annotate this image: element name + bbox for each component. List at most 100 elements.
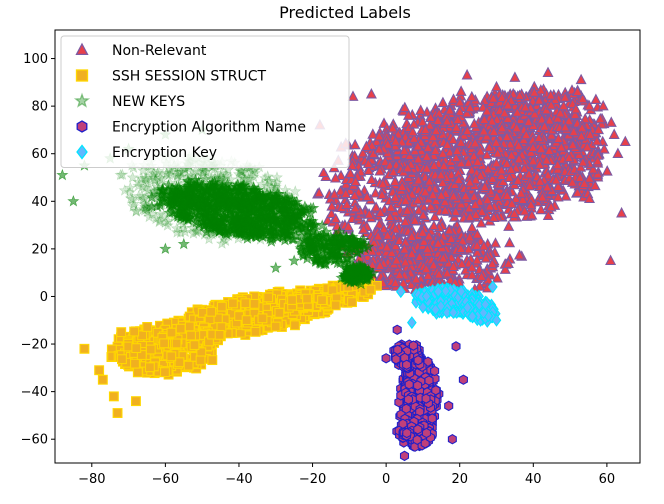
data-point	[166, 351, 177, 362]
data-point	[455, 85, 467, 96]
data-point	[67, 194, 80, 207]
data-point	[365, 284, 376, 295]
data-point	[257, 313, 268, 324]
data-point	[174, 357, 185, 368]
data-point	[517, 193, 529, 205]
data-point	[575, 73, 587, 85]
data-point	[506, 197, 518, 209]
data-point	[571, 186, 584, 198]
data-point	[175, 323, 186, 334]
data-point	[583, 192, 596, 204]
data-point	[216, 301, 227, 312]
data-point	[583, 172, 596, 183]
data-point	[274, 307, 285, 318]
data-point	[461, 68, 473, 80]
data-point	[347, 297, 357, 308]
data-point	[327, 285, 338, 296]
data-point	[142, 321, 153, 332]
data-point	[97, 374, 108, 385]
data-point	[129, 326, 140, 337]
data-point	[270, 321, 281, 332]
data-point	[263, 292, 274, 303]
data-point	[365, 88, 377, 99]
data-point	[160, 367, 170, 378]
data-point	[447, 133, 459, 145]
data-point	[195, 355, 206, 366]
data-point	[159, 338, 170, 349]
data-point	[601, 165, 613, 176]
data-point	[523, 168, 535, 179]
data-point	[94, 365, 105, 376]
data-point	[510, 192, 522, 204]
data-point	[486, 172, 499, 183]
data-point	[482, 163, 494, 174]
data-point	[288, 254, 301, 266]
data-point	[454, 96, 466, 107]
data-point	[575, 161, 587, 172]
data-point	[495, 169, 507, 181]
data-point	[108, 391, 119, 402]
data-point	[302, 293, 312, 304]
data-point	[145, 344, 156, 355]
data-point	[490, 80, 503, 92]
data-point	[186, 330, 196, 341]
data-point	[592, 155, 604, 166]
data-point	[524, 179, 536, 191]
data-point	[447, 93, 460, 104]
data-point	[512, 174, 524, 185]
data-point	[542, 66, 554, 78]
data-point	[574, 171, 586, 183]
data-point	[408, 118, 420, 129]
data-point	[552, 180, 564, 192]
data-point	[116, 327, 127, 338]
data-point	[515, 187, 527, 198]
data-point	[560, 190, 572, 201]
data-point	[505, 163, 517, 175]
data-point	[501, 157, 513, 169]
data-point	[536, 191, 548, 202]
data-point	[79, 343, 90, 354]
data-point	[508, 207, 520, 219]
data-point	[605, 116, 617, 127]
data-point	[250, 326, 261, 337]
data-point	[619, 135, 631, 147]
data-point	[402, 109, 415, 120]
data-point	[545, 201, 557, 212]
data-point	[608, 128, 620, 139]
data-point	[518, 162, 530, 173]
data-point	[227, 298, 238, 309]
data-point	[171, 338, 182, 349]
data-point	[598, 143, 610, 154]
data-point	[347, 90, 359, 101]
data-point	[56, 168, 69, 181]
data-point	[589, 179, 601, 191]
data-point	[444, 104, 456, 115]
data-point	[189, 340, 200, 351]
data-point	[318, 166, 330, 178]
data-point	[525, 198, 537, 210]
data-point	[501, 189, 513, 201]
data-point	[490, 157, 502, 168]
data-point	[495, 164, 508, 175]
data-point	[144, 362, 155, 373]
data-point	[474, 145, 486, 156]
data-point	[116, 354, 127, 365]
data-point	[454, 105, 466, 117]
data-point	[349, 138, 361, 150]
data-point	[481, 148, 493, 160]
data-point	[503, 220, 515, 231]
data-point	[177, 237, 190, 250]
data-point	[183, 360, 194, 371]
data-point	[455, 136, 467, 147]
data-point	[452, 113, 464, 125]
data-point	[519, 205, 531, 216]
data-point	[450, 121, 462, 132]
data-point	[550, 174, 562, 185]
data-point	[206, 306, 217, 317]
data-point	[166, 327, 177, 338]
data-point	[437, 96, 449, 108]
data-point	[466, 221, 478, 232]
data-point	[424, 119, 436, 130]
data-point	[240, 298, 251, 309]
